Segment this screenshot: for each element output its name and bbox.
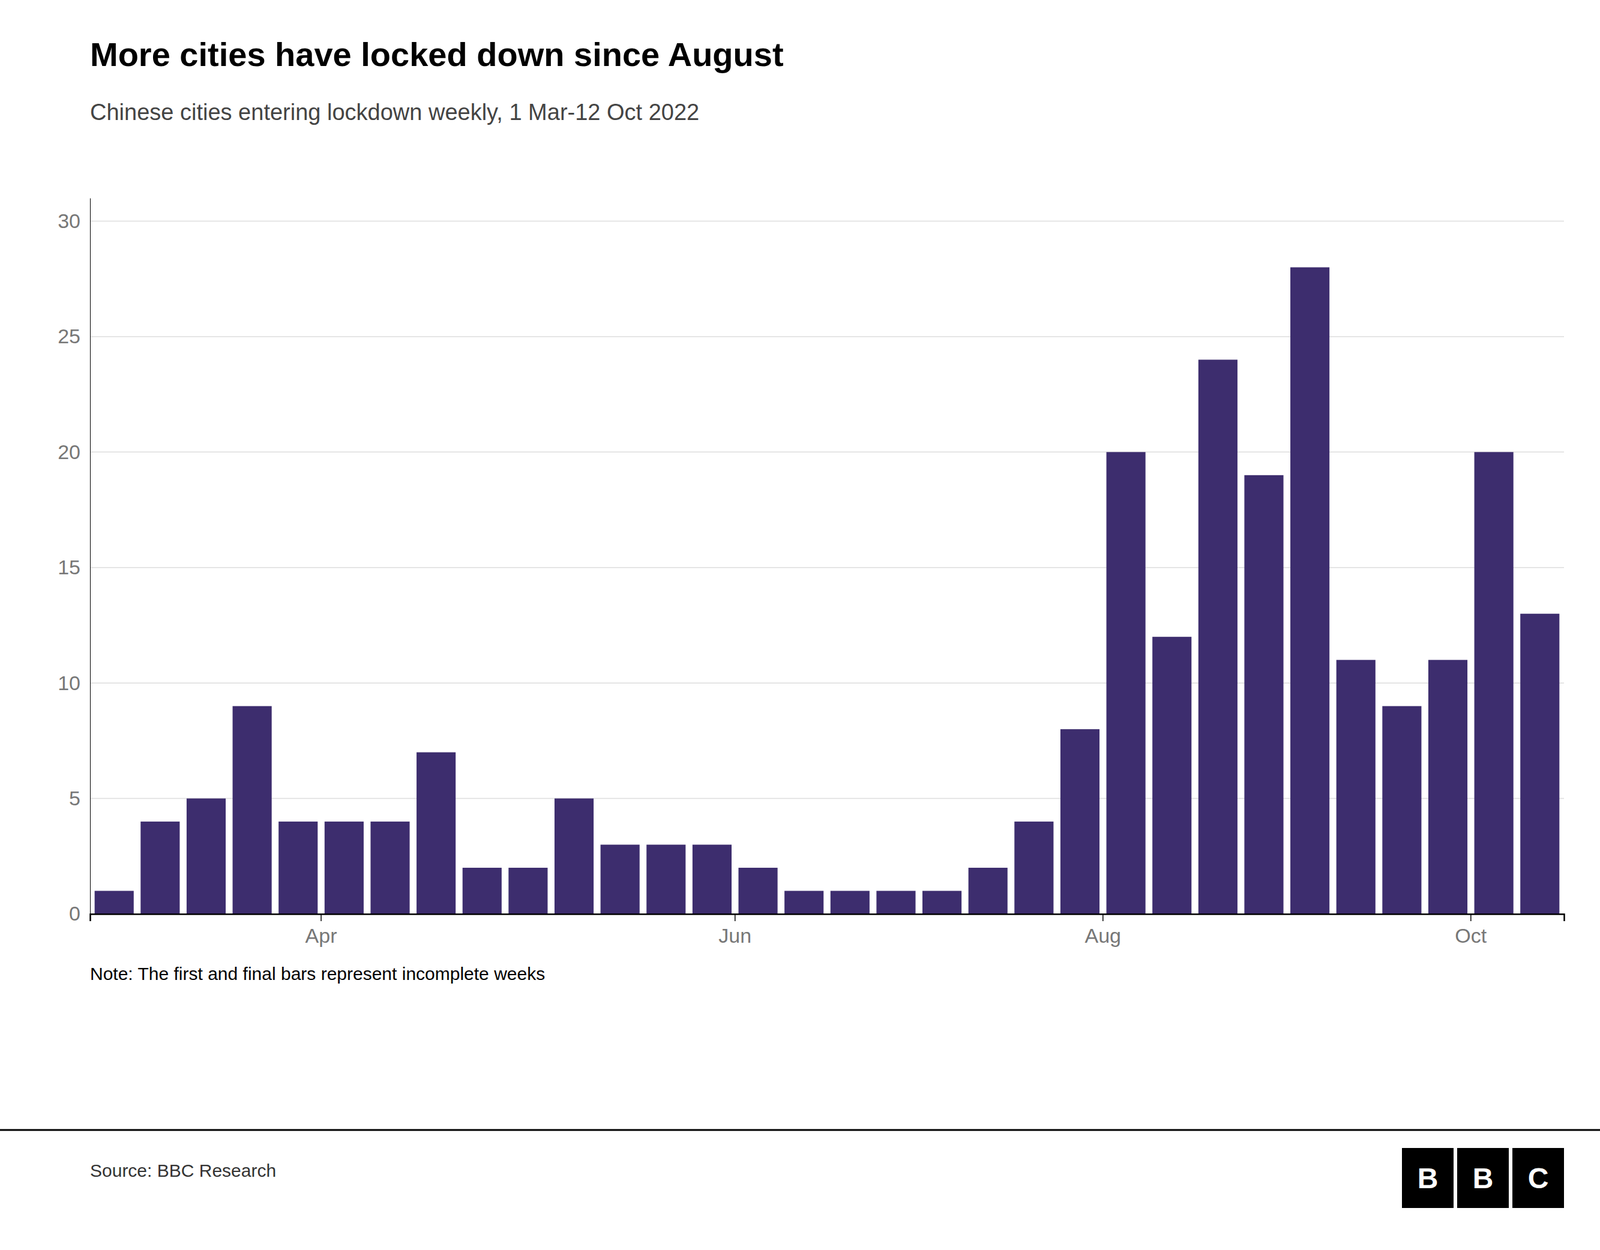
plot: 0 5 10 15 20 25 30 Apr Jun Aug Oct — [57, 198, 1564, 948]
bar — [1382, 706, 1422, 915]
bar — [140, 821, 180, 915]
x-tick: Jun — [718, 914, 752, 948]
y-tick: 20 — [57, 440, 91, 464]
bar — [738, 867, 778, 915]
bar — [324, 821, 364, 915]
logo-letter: C — [1527, 1162, 1549, 1195]
logo-letter: B — [1472, 1162, 1494, 1195]
x-tick-mark — [320, 914, 322, 922]
bar — [1474, 451, 1514, 915]
grid-line — [90, 336, 1564, 338]
grid — [90, 220, 1564, 915]
y-tick-label: 25 — [57, 324, 81, 348]
x-tick: Apr — [305, 914, 338, 948]
bar — [1336, 660, 1376, 915]
logo-box — [1512, 1148, 1564, 1209]
y-tick: 10 — [57, 671, 91, 695]
bar — [1014, 821, 1054, 915]
bar — [370, 821, 410, 915]
subtitle: Chinese cities entering lockdown weekly,… — [90, 99, 700, 125]
logo-letter: B — [1417, 1162, 1439, 1195]
separator — [0, 1129, 1600, 1132]
grid-line — [90, 220, 1564, 223]
chart: More cities have locked down since Augus… — [0, 0, 1600, 1250]
y-tick: 30 — [57, 209, 91, 233]
x-tick-label: Apr — [305, 924, 338, 948]
y-tick: 0 — [69, 902, 91, 925]
x-tick-label: Oct — [1454, 924, 1487, 948]
bar — [462, 867, 502, 915]
bar — [1060, 729, 1100, 915]
grid-line — [90, 567, 1564, 569]
x-axis-line — [90, 914, 1565, 922]
source: Source: BBC Research — [90, 1160, 277, 1181]
bar — [784, 891, 824, 915]
y-tick-label: 5 — [69, 786, 81, 810]
x-tick-mark — [1102, 914, 1104, 922]
x-tick-label: Jun — [718, 924, 752, 948]
bar — [416, 752, 456, 915]
x-tick-mark — [1470, 914, 1472, 922]
y-tick-label: 0 — [69, 902, 81, 925]
bar — [278, 821, 318, 915]
x-tick-label: Aug — [1085, 924, 1122, 948]
bar — [1520, 613, 1560, 915]
bar — [600, 845, 640, 915]
x-axis: Apr Jun Aug Oct — [90, 914, 1565, 948]
note: Note: The first and final bars represent… — [90, 963, 545, 984]
bar — [508, 867, 548, 915]
bar — [692, 845, 732, 915]
y-axis: 0 5 10 15 20 25 30 — [57, 198, 91, 926]
bar — [1106, 451, 1146, 915]
background — [0, 0, 1600, 1250]
bar — [1152, 636, 1192, 915]
bar — [94, 891, 134, 915]
bar — [646, 845, 686, 915]
logo-box — [1457, 1148, 1509, 1209]
y-tick: 5 — [69, 786, 91, 810]
logo-box — [1401, 1148, 1454, 1209]
y-tick: 15 — [57, 555, 91, 579]
bar — [1428, 660, 1468, 915]
bars — [94, 267, 1560, 915]
y-tick: 25 — [57, 324, 91, 348]
y-tick-label: 10 — [57, 671, 81, 695]
y-tick-label: 20 — [57, 440, 81, 464]
logo: BBC — [1401, 1148, 1564, 1209]
bar — [232, 706, 272, 915]
x-tick: Oct — [1454, 914, 1487, 948]
title: More cities have locked down since Augus… — [90, 35, 784, 74]
y-tick-label: 30 — [57, 209, 81, 233]
bar — [876, 891, 916, 915]
bar — [554, 798, 594, 915]
x-tick: Aug — [1085, 914, 1122, 948]
bar — [830, 891, 870, 915]
x-tick-mark — [734, 914, 736, 922]
bar — [1290, 267, 1330, 915]
y-tick-label: 15 — [57, 555, 81, 579]
grid-line — [90, 451, 1564, 454]
bar — [186, 798, 226, 915]
bar — [1244, 475, 1284, 915]
y-axis-line — [90, 198, 91, 915]
bar — [1198, 359, 1238, 915]
bar — [968, 867, 1008, 915]
bar — [922, 891, 962, 915]
